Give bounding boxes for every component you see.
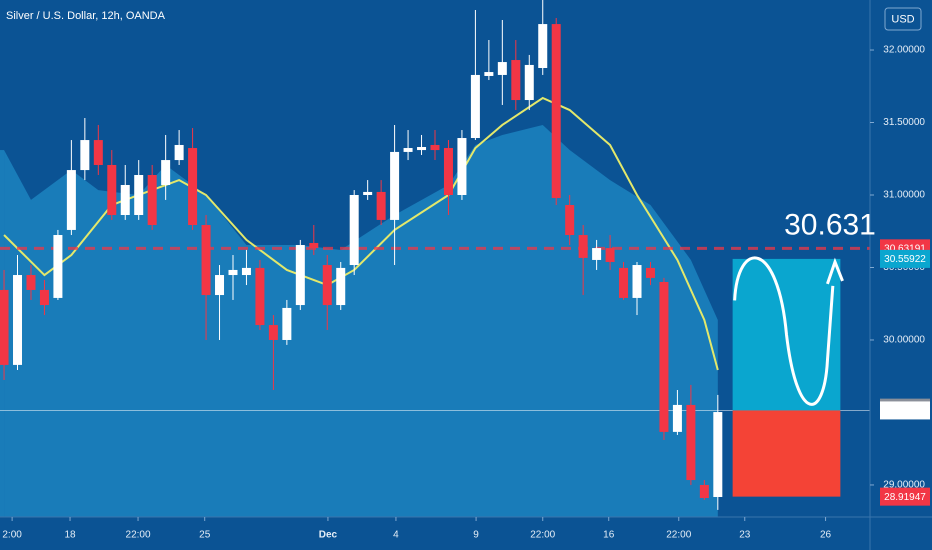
candle-body [659,281,669,432]
candle-body [457,138,467,195]
x-tick-label: 25 [199,530,211,541]
candle-body [538,24,548,68]
candle-body [201,225,211,296]
chart-title: Silver / U.S. Dollar, 12h, OANDA [6,10,166,22]
drawn-curve [733,256,835,406]
candle-body [645,267,655,278]
drawn-arrowhead [826,257,844,285]
candle-body [470,74,480,139]
candle-body [403,148,413,152]
candle-body [578,235,588,258]
candle-body [619,267,629,298]
candle-body [120,184,130,216]
x-tick-label: 23 [739,530,751,541]
currency-button[interactable] [884,7,922,31]
candle-body [228,269,238,276]
price-tag-label: 30.55922 [884,254,926,265]
candle-body [282,307,292,340]
candle-body [26,275,36,290]
candle-body [632,265,642,298]
x-tick-label: 16 [603,530,615,541]
x-tick-label: 26 [820,530,832,541]
candle-body [363,191,373,195]
y-tick-label: 32.00000 [883,45,925,56]
candle-body [107,164,117,216]
price-tag-label: 30.63191 [884,244,926,255]
y-tick-label: 29.00000 [883,480,925,491]
candle-body [66,170,76,230]
candle-body [713,412,723,497]
candle-body [672,404,682,432]
candle-body [336,267,346,306]
stop-zone [732,410,841,497]
candle-body [147,174,157,226]
candle-body [524,64,534,101]
annotation: 30.631 [784,208,876,241]
candle-body [295,245,305,306]
plot-area [0,0,870,517]
candle-body [80,140,90,171]
candle-body [565,205,575,236]
candle-body [390,151,400,220]
price-tag [880,249,930,268]
candle-body [511,60,521,101]
x-tick-label: 9 [473,530,479,541]
y-tick-label: 31.00000 [883,190,925,201]
y-tick-label: 30.00000 [883,335,925,346]
candle-body [215,275,225,296]
candle-body [349,194,359,266]
candle-body [605,248,615,262]
x-tick-label: 22:00 [530,530,555,541]
candle-body [417,147,427,151]
candle-body [592,248,602,260]
candle-body [188,148,198,226]
x-tick-label: 2:00 [2,530,22,541]
candle-body [241,267,251,276]
candle-body [484,72,494,76]
candle-body [322,265,332,306]
currency-label[interactable]: USD [891,13,914,25]
candle-body [161,160,171,185]
candle-body [699,484,709,499]
candle-body [134,174,144,216]
x-tick-label: 22:00 [666,530,691,541]
candle-body [443,148,453,195]
candle-body [174,144,184,161]
candle-body [13,275,23,365]
x-tick-label: 18 [64,530,76,541]
candle-body [686,404,696,481]
candle-body [497,62,507,75]
price-tag [880,401,930,420]
price-tag [880,487,930,506]
price-tag-label: 28.91947 [884,492,926,503]
candle-body [551,24,561,199]
x-tick-label: Dec [319,530,338,541]
candle-body [376,191,386,220]
candle-body [93,140,103,165]
y-tick-label: 31.50000 [883,117,925,128]
candle-body [255,267,265,326]
price-tag-label: 29.51400 [884,406,926,417]
candle-body [309,242,319,249]
candle-body [39,289,49,306]
x-tick-label: 4 [393,530,399,541]
x-tick-label: 22:00 [126,530,151,541]
candle-body [53,235,63,298]
band-area [4,124,718,517]
candle-body [0,289,9,365]
candle-body [430,144,440,151]
candle-body [268,325,278,340]
